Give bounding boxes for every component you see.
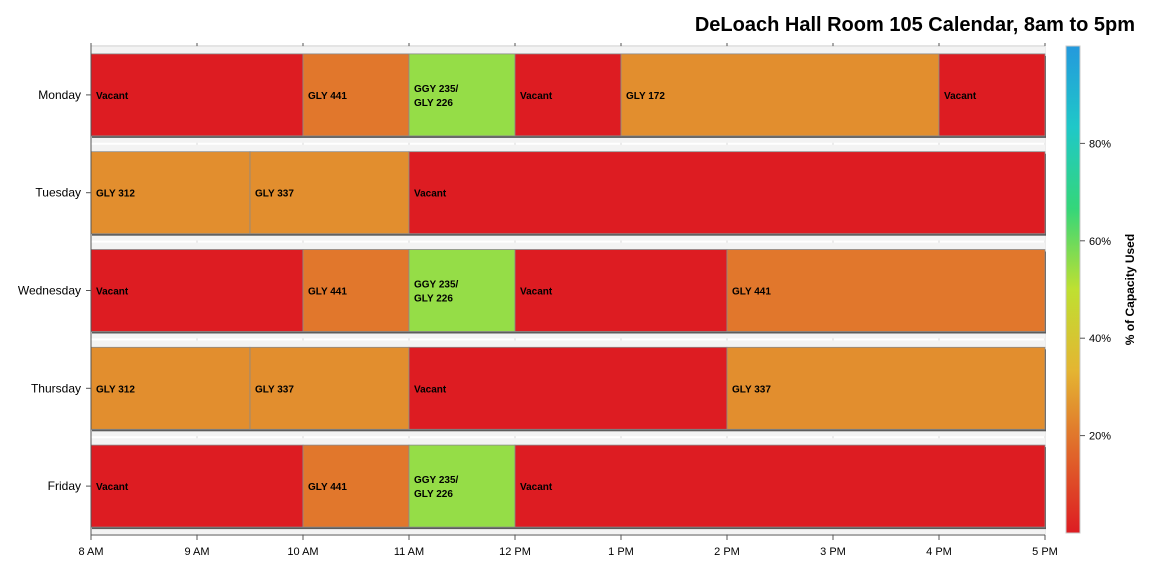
segment-label: GGY 235/GLY 226 xyxy=(414,475,459,500)
segment-bar xyxy=(302,249,410,332)
segment-bar xyxy=(514,444,1046,528)
colorbar-tick-label: 60% xyxy=(1089,236,1111,248)
schedule-segment: GLY 312 xyxy=(90,346,251,432)
schedule-segment: GLY 441 xyxy=(726,249,1046,334)
schedule-segment: GGY 235/GLY 226 xyxy=(408,444,516,530)
segment-bar xyxy=(90,151,251,235)
x-tick-label: 12 PM xyxy=(499,546,531,558)
schedule-segment: GGY 235/GLY 226 xyxy=(408,249,516,334)
schedule-segment: Vacant xyxy=(90,249,304,334)
day-label: Friday xyxy=(48,479,81,493)
segment-bar xyxy=(408,53,516,137)
schedule-segment: Vacant xyxy=(938,53,1046,138)
colorbar-tick-label: 20% xyxy=(1089,431,1111,443)
colorbar-tick-label: 40% xyxy=(1089,333,1111,345)
schedule-segment: Vacant xyxy=(408,346,728,432)
segment-label: Vacant xyxy=(944,91,977,102)
schedule-segment: GLY 441 xyxy=(302,53,410,138)
schedule-segment: GGY 235/GLY 226 xyxy=(408,53,516,138)
x-tick-label: 4 PM xyxy=(926,546,952,558)
segment-label: Vacant xyxy=(520,91,553,102)
day-label: Wednesday xyxy=(18,284,81,298)
x-tick-label: 1 PM xyxy=(608,546,634,558)
segment-bar xyxy=(408,249,516,332)
segment-bar xyxy=(408,151,1046,235)
schedule-segment: Vacant xyxy=(514,444,1046,530)
segment-label: GLY 312 xyxy=(96,189,135,200)
schedule-segment: Vacant xyxy=(408,151,1046,236)
segment-bar xyxy=(726,346,1046,430)
segment-bar xyxy=(90,53,304,137)
segment-label: GLY 337 xyxy=(255,384,294,395)
day-label: Tuesday xyxy=(35,186,81,200)
x-tick-label: 8 AM xyxy=(78,546,103,558)
x-tick-label: 2 PM xyxy=(714,546,740,558)
segment-label: GLY 441 xyxy=(308,287,347,298)
segment-bar xyxy=(302,444,410,528)
x-tick-label: 11 AM xyxy=(394,546,424,558)
segment-label: Vacant xyxy=(414,189,447,200)
schedule-segment: GLY 312 xyxy=(90,151,251,236)
schedule-segment: Vacant xyxy=(514,53,622,138)
segment-label: GLY 441 xyxy=(308,482,347,493)
segment-bar xyxy=(249,346,410,430)
x-tick-label: 5 PM xyxy=(1032,546,1058,558)
schedule-segment: GLY 337 xyxy=(249,151,410,236)
schedule-segment: Vacant xyxy=(90,53,304,138)
segment-label: Vacant xyxy=(520,287,553,298)
x-tick-label: 9 AM xyxy=(184,546,209,558)
segment-label: Vacant xyxy=(520,482,553,493)
segment-bar xyxy=(408,346,728,430)
segment-bar xyxy=(726,249,1046,332)
colorbar xyxy=(1065,45,1081,534)
segment-label: Vacant xyxy=(414,384,447,395)
segment-label: GGY 235/GLY 226 xyxy=(414,84,459,109)
schedule-segment: Vacant xyxy=(90,444,304,530)
schedule-segment: GLY 441 xyxy=(302,249,410,334)
segment-label: GLY 337 xyxy=(255,189,294,200)
segment-bar xyxy=(938,53,1046,137)
colorbar-tick-label: 80% xyxy=(1089,138,1111,150)
segment-bar xyxy=(90,249,304,332)
day-label: Thursday xyxy=(31,381,81,395)
x-tick-label: 10 AM xyxy=(287,546,318,558)
segment-bar xyxy=(90,346,251,430)
schedule-segment: Vacant xyxy=(514,249,728,334)
segment-label: Vacant xyxy=(96,287,129,298)
segment-label: Vacant xyxy=(96,91,129,102)
segment-bar xyxy=(249,151,410,235)
x-tick-label: 3 PM xyxy=(820,546,846,558)
segment-bar xyxy=(90,444,304,528)
segment-label: GLY 312 xyxy=(96,384,135,395)
colorbar-title: % of Capacity Used xyxy=(1123,234,1137,345)
chart-title: DeLoach Hall Room 105 Calendar, 8am to 5… xyxy=(694,14,1135,36)
segment-label: GLY 172 xyxy=(626,91,665,102)
schedule-segment: GLY 172 xyxy=(620,53,940,138)
segment-bar xyxy=(514,249,728,332)
segment-label: GLY 337 xyxy=(732,384,771,395)
segment-bar xyxy=(620,53,940,137)
schedule-segment: GLY 337 xyxy=(249,346,410,432)
schedule-segment: GLY 337 xyxy=(726,346,1046,432)
segment-label: Vacant xyxy=(96,482,129,493)
segment-bar xyxy=(408,444,516,528)
schedule-segment: GLY 441 xyxy=(302,444,410,530)
segment-label: GLY 441 xyxy=(732,287,771,298)
day-label: Monday xyxy=(38,88,81,102)
segment-label: GLY 441 xyxy=(308,91,347,102)
segment-label: GGY 235/GLY 226 xyxy=(414,280,459,305)
